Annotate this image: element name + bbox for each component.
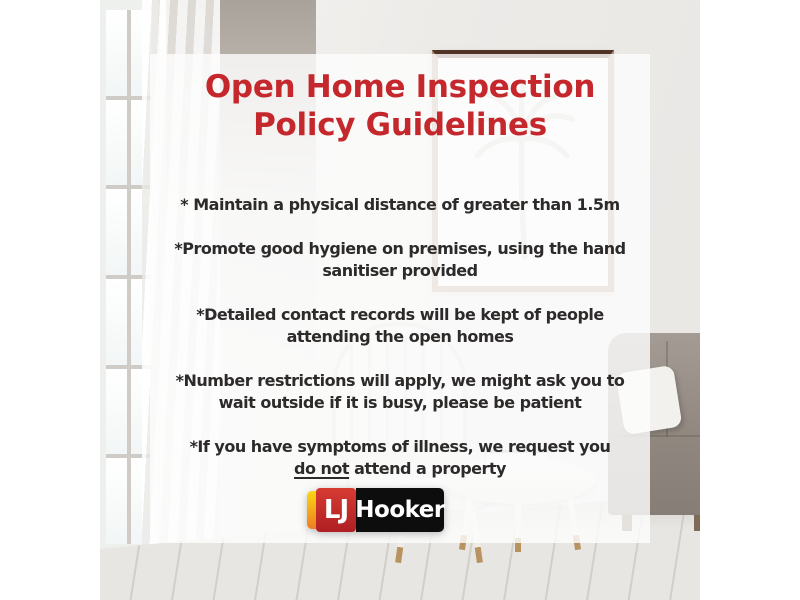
title-line-1: Open Home Inspection (204, 69, 596, 105)
lj-hooker-logo: LJ Hooker (307, 488, 445, 532)
guideline-number-restrictions: *Number restrictions will apply, we migh… (175, 371, 625, 412)
logo-lj-badge: LJ (316, 488, 356, 532)
guideline-contact-records: *Detailed contact records will be kept o… (196, 305, 604, 346)
do-not-underlined: do not (294, 459, 350, 478)
window-panes (106, 10, 152, 544)
guideline-distance: * Maintain a physical distance of greate… (180, 195, 620, 214)
title-line-2: Policy Guidelines (253, 107, 547, 143)
guideline-list: * Maintain a physical distance of greate… (150, 194, 650, 480)
guideline-illness: *If you have symptoms of illness, we req… (189, 437, 611, 478)
guideline-hygiene: *Promote good hygiene on premises, using… (174, 239, 626, 280)
page-title: Open Home Inspection Policy Guidelines (150, 54, 650, 144)
logo-brand-name: Hooker (355, 488, 445, 532)
guidelines-panel: Open Home Inspection Policy Guidelines * … (150, 54, 650, 543)
